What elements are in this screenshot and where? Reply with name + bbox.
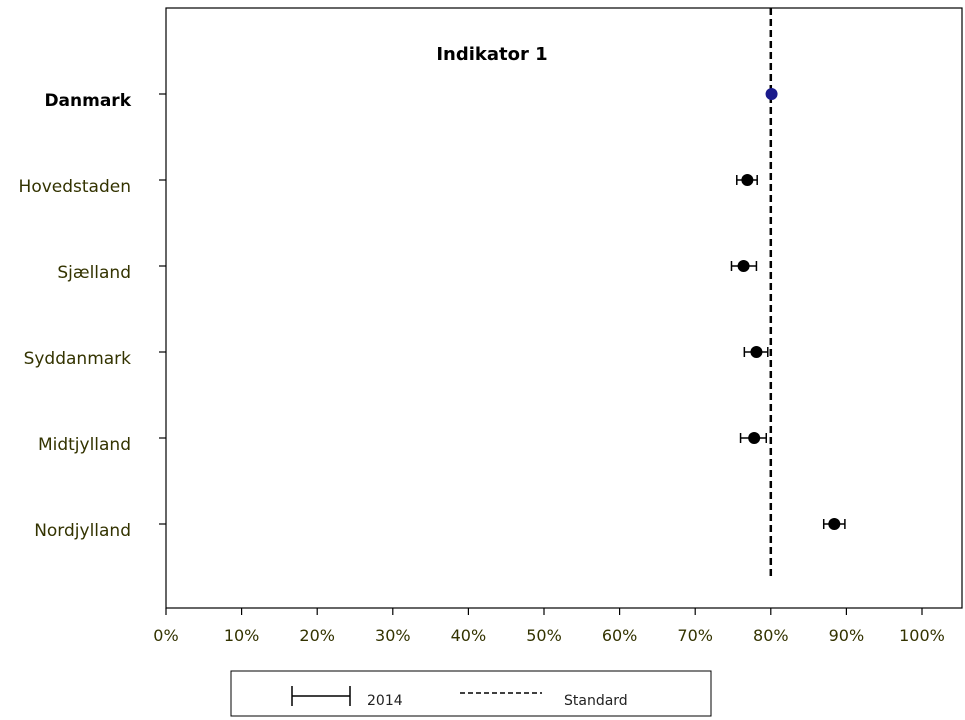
legend-box xyxy=(230,670,712,717)
category-label: Danmark xyxy=(44,91,131,111)
category-label: Syddanmark xyxy=(24,349,132,369)
y-axis-ticks xyxy=(159,93,166,525)
x-axis-tick-label: 20% xyxy=(299,626,335,645)
x-axis-tick-label: 90% xyxy=(829,626,865,645)
x-axis-tick-label: 30% xyxy=(375,626,411,645)
legend-label-2014: 2014 xyxy=(367,693,403,709)
data-point xyxy=(765,88,778,100)
legend-label-standard: Standard xyxy=(564,693,628,709)
data-point xyxy=(741,174,754,186)
y-axis-category-labels: Danmark Hovedstaden Sjælland Syddanmark Midt… xyxy=(19,91,132,541)
x-axis-tick-label: 80% xyxy=(753,626,789,645)
category-label: Nordjylland xyxy=(34,521,131,541)
data-point xyxy=(828,518,841,530)
category-label: Hovedstaden xyxy=(19,177,131,197)
data-point xyxy=(748,432,761,444)
x-axis-tick-label: 100% xyxy=(899,626,945,645)
x-axis-tick-label: 60% xyxy=(602,626,638,645)
x-axis-tick-label: 0% xyxy=(153,626,178,645)
x-axis-tick-label: 40% xyxy=(451,626,487,645)
category-label: Midtjylland xyxy=(38,435,131,455)
x-axis-tick-label: 10% xyxy=(224,626,260,645)
x-axis-tick-labels: 0% 10% 20% 30% 40% 50% 60% 70% 80% 90% 100% xyxy=(153,626,945,645)
chart-title: Indikator 1 xyxy=(436,44,547,65)
category-label: Sjælland xyxy=(57,263,131,283)
plot-area xyxy=(165,7,963,609)
x-axis-tick-label: 70% xyxy=(677,626,713,645)
x-axis-ticks xyxy=(165,608,923,615)
legend: 2014 Standard xyxy=(230,670,712,717)
data-points-layer xyxy=(737,88,841,530)
data-point xyxy=(737,260,750,272)
x-axis-tick-label: 50% xyxy=(526,626,562,645)
data-point xyxy=(750,346,763,358)
